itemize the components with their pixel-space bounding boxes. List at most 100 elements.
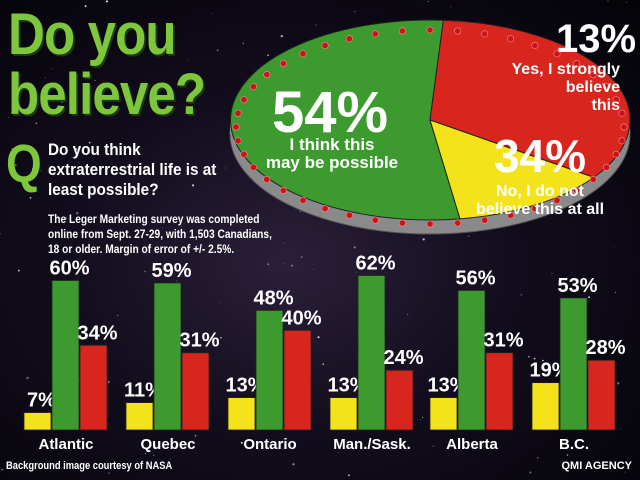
star <box>161 227 163 228</box>
survey-question: Do you think extraterrestrial life is at… <box>48 140 217 199</box>
star <box>224 167 226 169</box>
bar-value-label: 48% <box>253 287 293 309</box>
category-label: B.C. <box>559 436 589 453</box>
bar-not <box>485 352 514 431</box>
star <box>154 249 157 252</box>
star <box>76 212 79 215</box>
category-label: Atlantic <box>38 436 93 453</box>
bar-not <box>587 359 616 431</box>
rim-dot <box>299 50 307 58</box>
bar-strongly <box>329 397 358 431</box>
pie-slice-value-label: 54% <box>272 80 388 145</box>
star <box>136 187 139 190</box>
star <box>427 0 429 2</box>
rim-dot <box>602 163 610 171</box>
rim-dot <box>371 216 379 224</box>
bar-value-label: 31% <box>179 330 219 352</box>
bar-value-label: 34% <box>77 322 117 344</box>
rim-dot <box>426 220 434 228</box>
star <box>107 381 110 383</box>
question-mark-letter: Q <box>6 134 42 194</box>
bar-value-label: 56% <box>455 267 495 289</box>
star <box>267 54 270 57</box>
rim-dot <box>250 83 258 91</box>
star <box>105 0 109 3</box>
star <box>614 291 617 293</box>
star <box>127 252 129 254</box>
star <box>283 242 285 244</box>
pie-slice-category-label: this <box>592 97 621 114</box>
bar-strongly <box>227 397 256 431</box>
star <box>354 11 356 13</box>
star <box>194 434 197 437</box>
rim-dot <box>234 137 242 145</box>
pie-slice-value-label: 13% <box>556 17 636 61</box>
star <box>71 157 73 158</box>
star <box>542 359 544 362</box>
star <box>280 35 283 38</box>
star <box>176 168 178 170</box>
star <box>242 42 245 45</box>
bar-possible <box>559 297 588 431</box>
star <box>144 452 147 455</box>
bar-not <box>283 329 312 431</box>
star <box>355 271 357 273</box>
star <box>537 457 539 459</box>
star <box>60 100 63 103</box>
bar-value-label: 59% <box>151 260 191 282</box>
pie-slice-category-label: Yes, I strongly <box>512 61 621 78</box>
star <box>88 141 91 144</box>
rim-dot <box>371 30 379 38</box>
star <box>216 49 219 52</box>
star <box>111 22 114 26</box>
bar-value-label: 31% <box>483 330 523 352</box>
star <box>290 264 294 267</box>
star <box>14 164 17 167</box>
star <box>498 332 500 334</box>
star <box>188 478 189 480</box>
pie-slice <box>230 19 461 221</box>
rim-dot <box>507 211 515 219</box>
category-label: Ontario <box>243 436 296 453</box>
rim-dot <box>279 59 287 67</box>
bar-value-label: 28% <box>585 337 625 359</box>
star <box>1 468 4 471</box>
rim-dot <box>589 71 597 79</box>
star <box>520 294 523 296</box>
star <box>220 302 222 303</box>
pie-slice-value-label: 34% <box>494 130 586 182</box>
star <box>11 147 14 150</box>
rim-dot <box>299 196 307 204</box>
star <box>94 79 96 81</box>
star <box>509 332 510 333</box>
pie-slice <box>429 119 595 220</box>
star <box>191 184 195 187</box>
star <box>187 58 188 60</box>
bar-value-label: 7% <box>27 390 56 412</box>
agency-credit: QMI AGENCY <box>561 460 633 472</box>
star <box>621 38 624 41</box>
rim-dot <box>481 30 489 38</box>
headline-line-2: believe? <box>8 62 206 127</box>
star <box>299 210 301 213</box>
star <box>418 3 420 5</box>
bar-value-label: 40% <box>281 307 321 329</box>
star <box>626 2 627 3</box>
rim-dot <box>618 137 626 145</box>
rim-dot <box>240 150 248 158</box>
bar-possible <box>457 290 486 431</box>
rim-dot <box>612 96 620 104</box>
star <box>274 441 276 443</box>
bar-not <box>385 369 414 431</box>
star <box>158 231 160 233</box>
star <box>51 68 53 70</box>
rim-dot <box>573 59 581 67</box>
bar-strongly <box>531 382 560 431</box>
bar-not <box>79 344 108 431</box>
star <box>65 216 68 219</box>
bar-possible <box>357 275 386 431</box>
star <box>551 272 553 274</box>
star <box>107 17 109 19</box>
